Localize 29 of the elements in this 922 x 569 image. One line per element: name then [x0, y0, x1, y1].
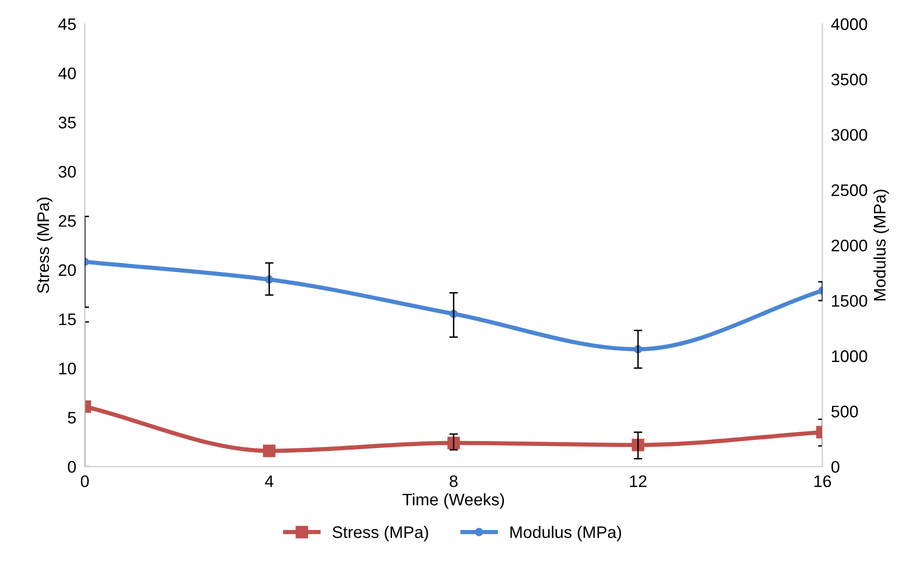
x-axis-title: Time (Weeks)	[402, 493, 504, 509]
y-tick-label: 35	[58, 116, 76, 128]
x-tick-label: 12	[630, 475, 646, 487]
y-tick-label: 40	[58, 67, 76, 80]
y-tick-label: 30	[58, 166, 76, 178]
legend-label: Modulus (MPa)	[510, 526, 622, 542]
y-tick-label: 10	[59, 362, 76, 374]
y2-tick-label: 2500	[832, 184, 868, 196]
y2-tick-label: 500	[831, 406, 858, 418]
x-tick-label: 0	[80, 475, 89, 488]
y-tick-label: 25	[58, 215, 76, 227]
y2-tick-label: 1500	[832, 294, 868, 307]
y2-tick-label: 2000	[832, 240, 868, 252]
legend-label: Stress (MPa)	[332, 526, 428, 542]
y-tick-label: 15	[59, 314, 76, 326]
x-tick-label: 8	[450, 475, 458, 488]
y2-axis-title: Modulus (MPa)	[873, 190, 889, 300]
y-tick-label: 20	[58, 264, 76, 276]
y2-tick-label: 4000	[831, 18, 868, 30]
y2-tick-label: 0	[831, 460, 840, 473]
y-tick-label: 5	[68, 412, 76, 424]
y-axis-title: Stress (MPa)	[36, 198, 52, 294]
y-tick-label: 0	[68, 460, 76, 473]
y2-tick-label: 3500	[831, 74, 868, 86]
x-tick-label: 4	[264, 476, 274, 487]
x-tick-label: 16	[814, 475, 831, 488]
y-tick-label: 45	[58, 18, 76, 30]
y2-tick-label: 1000	[832, 350, 868, 362]
y2-tick-label: 3000	[831, 128, 868, 141]
